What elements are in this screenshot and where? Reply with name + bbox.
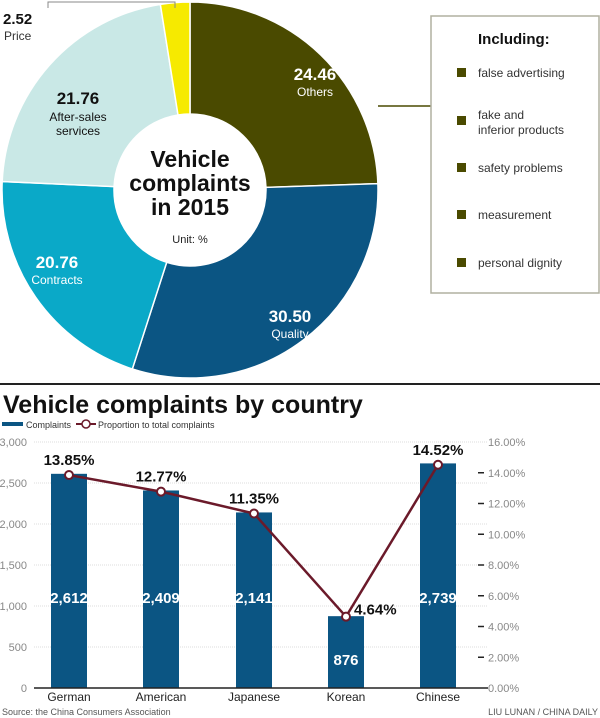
proportion-label: 14.52% bbox=[413, 442, 464, 459]
legend-bullet bbox=[457, 210, 466, 219]
y2-tick-label: 12.00% bbox=[488, 499, 526, 511]
legend-item: false advertising bbox=[478, 66, 565, 80]
price-name-label: Price bbox=[4, 29, 32, 43]
y-tick-label: 3,000 bbox=[0, 437, 27, 449]
price-value-label: 2.52 bbox=[3, 11, 32, 28]
proportion-marker bbox=[433, 459, 443, 470]
source-note: Source: the China Consumers Association bbox=[2, 707, 171, 717]
bar-value-label: 2,612 bbox=[50, 590, 88, 607]
slice-name-label: services bbox=[56, 124, 100, 138]
including-box bbox=[430, 15, 600, 294]
legend-item: inferior products bbox=[478, 123, 564, 137]
y2-tick-label: 0.00% bbox=[488, 683, 519, 695]
y2-tick-label: 4.00% bbox=[488, 622, 519, 634]
legend-complaints-label: Complaints bbox=[26, 420, 72, 430]
legend-complaints-swatch bbox=[2, 422, 23, 426]
pie-title-line2: complaints bbox=[129, 170, 250, 196]
slice-value-label: 20.76 bbox=[36, 253, 79, 272]
y-tick-label: 2,500 bbox=[0, 478, 27, 490]
y2-tick-label: 6.00% bbox=[488, 591, 519, 603]
bar-american bbox=[143, 490, 179, 688]
x-tick-label: German bbox=[47, 690, 90, 704]
bar-japanese bbox=[236, 512, 272, 688]
credit: LIU LUNAN / CHINA DAILY bbox=[488, 707, 598, 717]
proportion-label: 4.64% bbox=[354, 602, 397, 619]
proportion-marker bbox=[341, 611, 351, 622]
slice-name-label: Others bbox=[297, 85, 333, 99]
bar-german bbox=[51, 473, 87, 688]
legend-item: measurement bbox=[478, 208, 552, 222]
slice-name-label: Quality bbox=[271, 327, 308, 341]
legend-item: personal dignity bbox=[478, 256, 562, 270]
bar-value-label: 2,739 bbox=[419, 590, 457, 607]
proportion-marker bbox=[249, 508, 259, 519]
x-tick-label: Korean bbox=[327, 690, 366, 704]
bar-value-label: 876 bbox=[333, 652, 358, 669]
y-tick-label: 1,500 bbox=[0, 560, 27, 572]
y2-tick-label: 14.00% bbox=[488, 468, 526, 480]
proportion-label: 12.77% bbox=[136, 469, 187, 486]
slice-name-label: Contracts bbox=[31, 273, 82, 287]
x-tick-label: Chinese bbox=[416, 690, 460, 704]
bar-chinese bbox=[420, 463, 456, 688]
price-leader-line bbox=[47, 1, 176, 8]
slice-value-label: 24.46 bbox=[294, 65, 337, 84]
including-title: Including: bbox=[478, 31, 550, 48]
bar-value-label: 2,141 bbox=[235, 590, 273, 607]
proportion-marker bbox=[64, 470, 74, 481]
y2-tick-label: 2.00% bbox=[488, 652, 519, 664]
pie-hole bbox=[114, 114, 266, 266]
slice-name-label: After-sales bbox=[49, 110, 106, 124]
legend-item: fake and bbox=[478, 108, 524, 122]
y2-tick-label: 16.00% bbox=[488, 437, 526, 449]
y-tick-label: 2,000 bbox=[0, 519, 27, 531]
y-tick-label: 500 bbox=[9, 642, 27, 654]
x-tick-label: American bbox=[136, 690, 187, 704]
pie-title-line1: Vehicle bbox=[150, 146, 229, 172]
proportion-marker bbox=[156, 486, 166, 497]
bar-korean bbox=[328, 616, 364, 688]
legend-bullet bbox=[457, 163, 466, 172]
y-tick-label: 0 bbox=[21, 683, 27, 695]
legend-proportion-marker bbox=[81, 419, 91, 429]
slice-value-label: 30.50 bbox=[269, 307, 312, 326]
bar-value-label: 2,409 bbox=[142, 590, 180, 607]
proportion-label: 13.85% bbox=[44, 452, 95, 469]
legend-bullet bbox=[457, 68, 466, 77]
pie-title-line3: in 2015 bbox=[151, 194, 229, 220]
y2-tick-label: 8.00% bbox=[488, 560, 519, 572]
y2-tick-label: 10.00% bbox=[488, 529, 526, 541]
legend-item: safety problems bbox=[478, 161, 563, 175]
pie-unit: Unit: % bbox=[172, 234, 208, 246]
x-tick-label: Japanese bbox=[228, 690, 280, 704]
slice-value-label: 21.76 bbox=[57, 89, 100, 108]
y-tick-label: 1,000 bbox=[0, 601, 27, 613]
legend-bullet bbox=[457, 258, 466, 267]
proportion-label: 11.35% bbox=[229, 490, 279, 507]
bar-chart-title: Vehicle complaints by country bbox=[3, 391, 363, 419]
legend-bullet bbox=[457, 116, 466, 125]
legend-proportion-label: Proportion to total complaints bbox=[98, 420, 215, 430]
